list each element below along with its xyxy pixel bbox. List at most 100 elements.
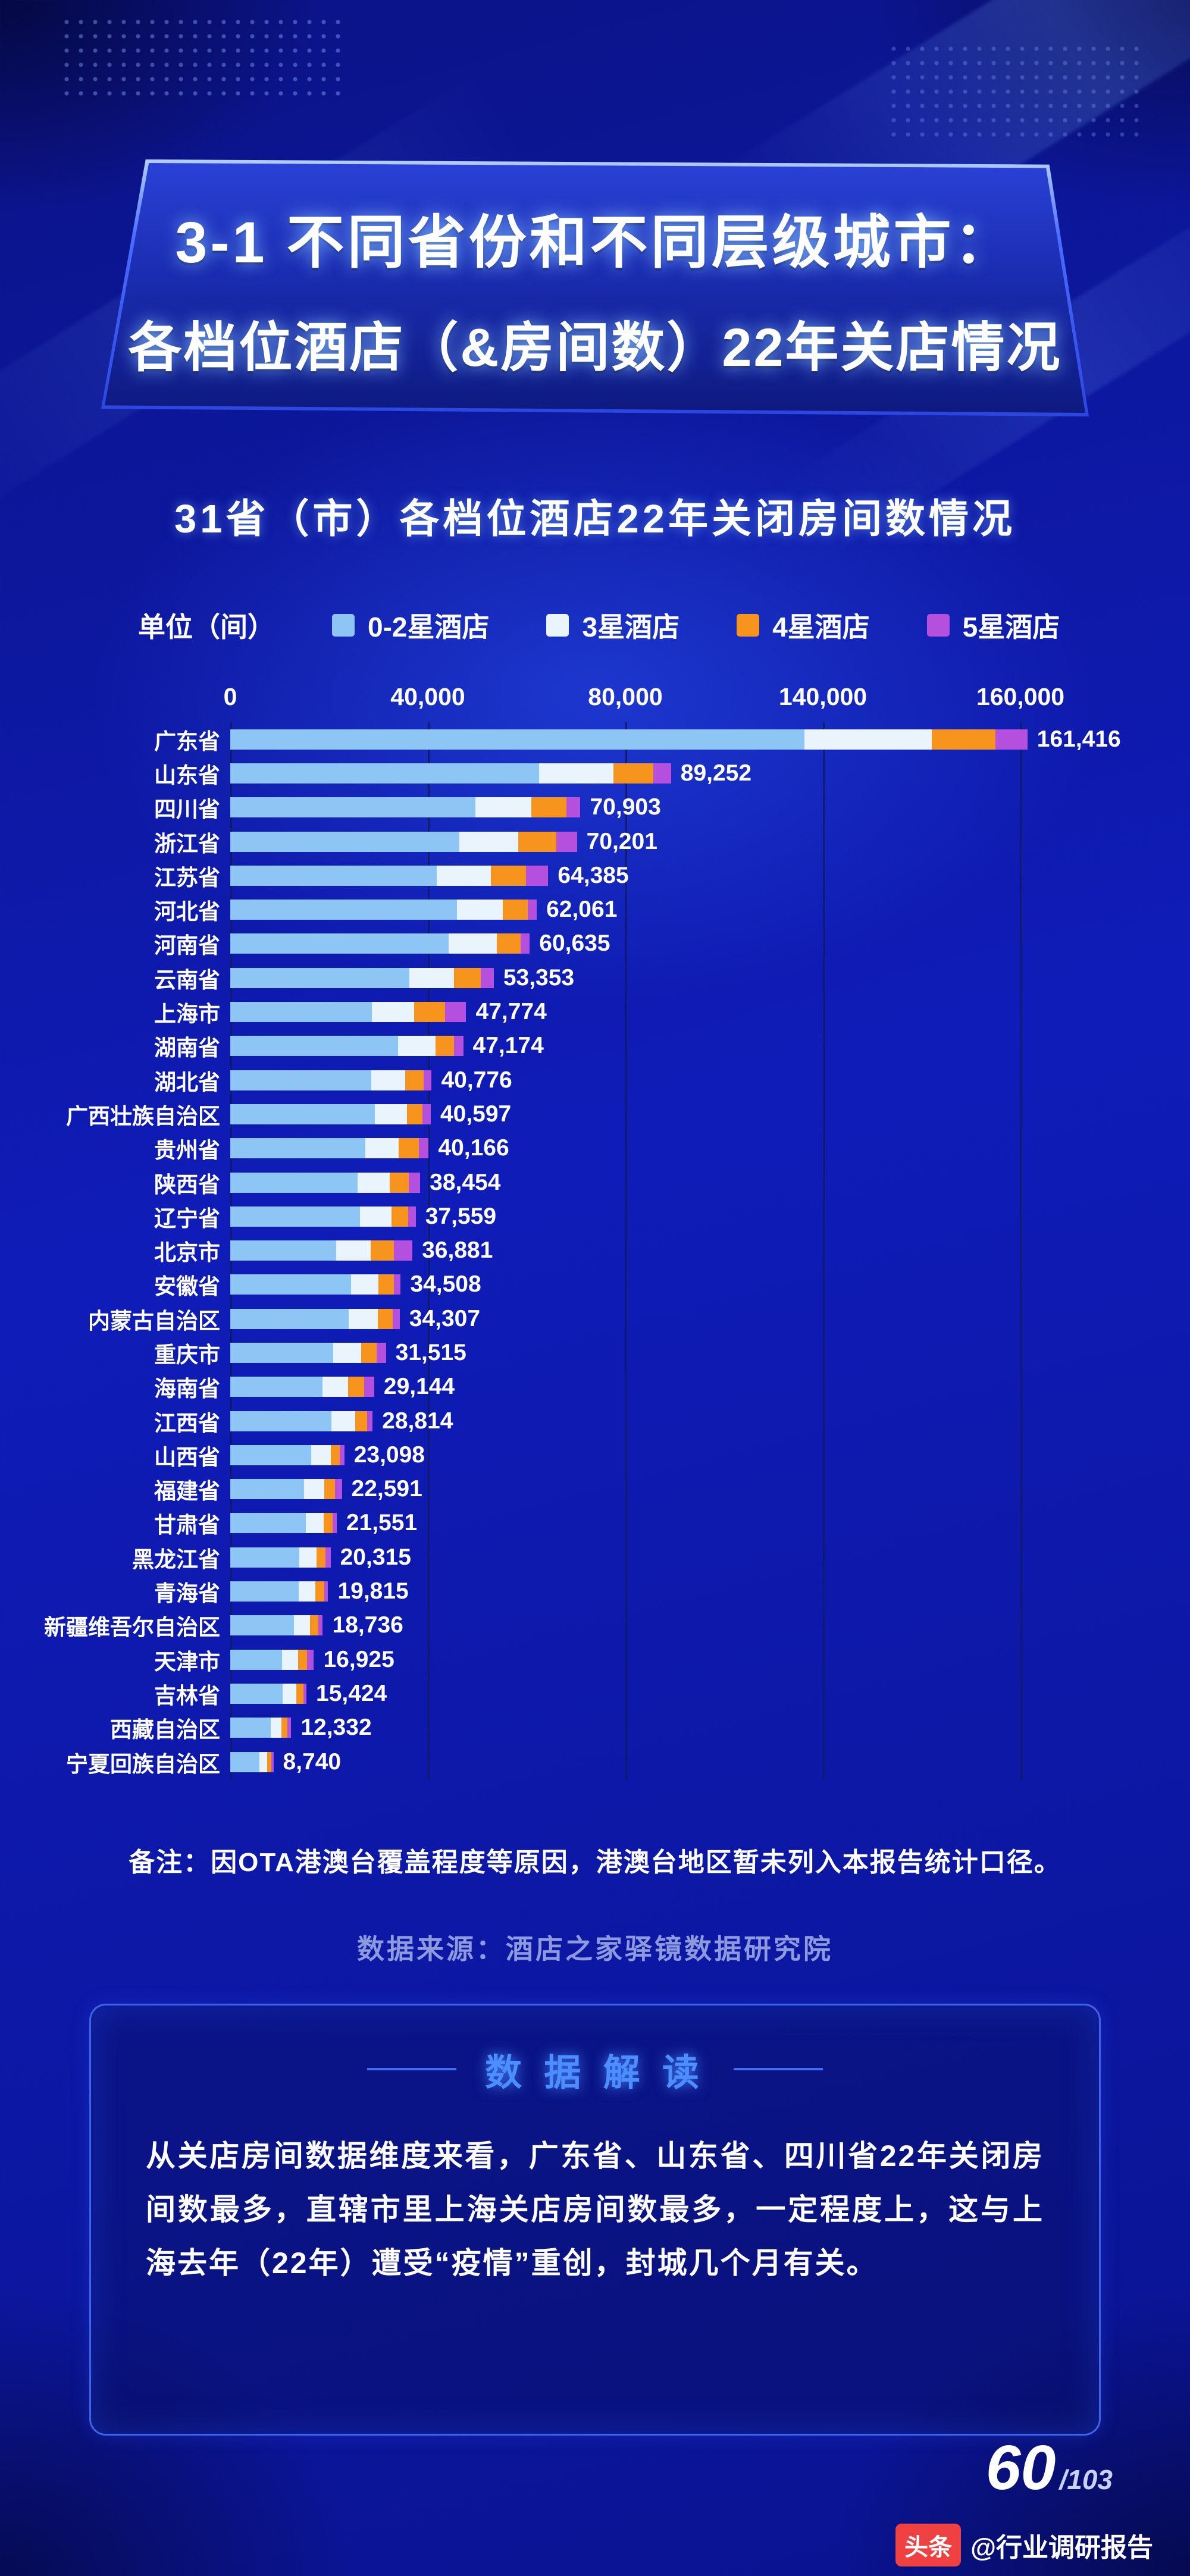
bar-segment-4星酒店 [348, 1377, 364, 1397]
bar-segment-0-2星酒店 [230, 729, 804, 750]
chart-row: 吉林省 15,424 [0, 1676, 1190, 1710]
legend-item-3: 5星酒店 [926, 606, 1060, 645]
province-label: 青海省 [154, 1581, 220, 1606]
province-label: 四川省 [154, 797, 220, 822]
page-title-line2: 各档位酒店（&房间数）22年关店情况 [128, 318, 1062, 378]
bar-segment-4星酒店 [518, 831, 556, 852]
bar-segment-3星酒店 [360, 1206, 392, 1227]
chart-row: 重庆市 31,515 [0, 1336, 1190, 1370]
bar-segment-0-2星酒店 [230, 1649, 283, 1670]
chart-row: 广西壮族自治区 40,597 [0, 1097, 1190, 1131]
bar-segment-3星酒店 [409, 967, 455, 988]
stacked-bar [230, 831, 577, 852]
bar-segment-4星酒店 [496, 933, 521, 954]
value-label: 70,903 [590, 794, 661, 820]
bar-segment-4星酒店 [315, 1581, 324, 1602]
chart-row: 安徽省 34,508 [0, 1268, 1190, 1302]
stacked-bar [230, 1581, 328, 1602]
value-label: 40,166 [438, 1135, 509, 1161]
x-axis: 0 40,000 80,000 140,000 160,000 [224, 683, 1065, 715]
bar-segment-5星酒店 [376, 1342, 386, 1363]
province-label: 湖南省 [154, 1036, 220, 1061]
bar-segment-5星酒店 [556, 831, 577, 852]
watermark: 头条 @行业调研报告 [895, 2524, 1153, 2566]
bar-segment-5星酒店 [364, 1377, 374, 1397]
bar-segment-3星酒店 [371, 1070, 406, 1090]
bar-segment-3星酒店 [305, 1513, 324, 1534]
bar-segment-0-2星酒店 [230, 1377, 322, 1397]
legend-label: 3星酒店 [582, 612, 680, 643]
province-label: 山西省 [154, 1444, 220, 1469]
value-label: 19,815 [337, 1578, 409, 1604]
legend-label: 0-2星酒店 [368, 612, 490, 643]
bar-segment-3星酒店 [336, 1240, 371, 1261]
page-title-line1: 3-1 不同省份和不同层级城市： [175, 209, 1015, 275]
stacked-bar [230, 967, 494, 988]
value-label: 15,424 [316, 1680, 387, 1706]
province-label: 西藏自治区 [110, 1718, 220, 1743]
chart-row: 新疆维吾尔自治区 18,736 [0, 1609, 1190, 1643]
insight-body: 从关店房间数据维度来看，广东省、山东省、四川省22年关闭房间数最多，直辖市里上海… [146, 2139, 1044, 2280]
stacked-bar [230, 933, 530, 954]
data-source: 数据来源：酒店之家驿镜数据研究院 [357, 1933, 833, 1964]
page-number: 60 /103 [986, 2432, 1113, 2504]
chart-row: 江苏省 64,385 [0, 858, 1190, 892]
bar-segment-0-2星酒店 [230, 1274, 352, 1295]
stacked-bar [230, 1649, 314, 1670]
decorative-line-left [367, 2068, 457, 2070]
stacked-bar [230, 1104, 431, 1124]
bar-segment-4星酒店 [309, 1615, 318, 1636]
bar-segment-3星酒店 [371, 1002, 415, 1023]
stacked-bar [230, 1615, 323, 1636]
bar-segment-4星酒店 [613, 763, 654, 784]
chart-row: 广东省 161,416 [0, 722, 1190, 756]
value-label: 62,061 [546, 897, 618, 923]
chart-row: 江西省 28,814 [0, 1404, 1190, 1438]
bar-segment-4星酒店 [298, 1649, 308, 1670]
value-label: 60,635 [539, 930, 610, 957]
value-label: 70,201 [586, 828, 657, 854]
chart-row: 辽宁省 37,559 [0, 1199, 1190, 1233]
bar-segment-5星酒店 [566, 797, 581, 818]
stacked-bar-chart: 广东省 161,416 山东省 89,252 四川省 70,903 浙江省 70,201 江苏省… [0, 722, 1190, 1785]
chart-legend: 单位（间） 0-2星酒店 3星酒店 4星酒店 5星酒店 [138, 606, 1060, 645]
bar-segment-3星酒店 [333, 1342, 361, 1363]
bar-segment-0-2星酒店 [230, 1172, 358, 1193]
stacked-bar [230, 1718, 292, 1738]
legend-item-0: 0-2星酒店 [332, 606, 489, 645]
bar-segment-3星酒店 [259, 1751, 267, 1772]
bar-segment-5星酒店 [324, 1581, 328, 1602]
chart-row: 湖南省 47,174 [0, 1029, 1190, 1063]
bar-segment-3星酒店 [283, 1683, 297, 1704]
stacked-bar [230, 1308, 400, 1329]
insight-panel: 数 据 解 读 从关店房间数据维度来看，广东省、山东省、四川省22年关闭房间数最… [89, 2004, 1101, 2436]
province-label: 浙江省 [154, 831, 220, 856]
bar-segment-0-2星酒店 [230, 1036, 398, 1057]
province-label: 北京市 [154, 1240, 220, 1265]
stacked-bar [230, 865, 549, 886]
bar-segment-3星酒店 [299, 1581, 316, 1602]
province-label: 安徽省 [154, 1274, 220, 1299]
value-label: 38,454 [430, 1169, 501, 1195]
chart-row: 天津市 16,925 [0, 1643, 1190, 1676]
bar-segment-3星酒店 [357, 1172, 390, 1193]
bar-segment-3星酒店 [397, 1036, 436, 1057]
stacked-bar [230, 763, 671, 784]
bar-segment-4星酒店 [378, 1274, 394, 1295]
bar-segment-3星酒店 [331, 1411, 356, 1431]
stacked-bar [230, 1479, 342, 1500]
bar-segment-5星酒店 [271, 1751, 274, 1772]
value-label: 53,353 [503, 964, 575, 991]
chart-row: 上海市 47,774 [0, 995, 1190, 1029]
bar-segment-0-2星酒店 [230, 1138, 365, 1159]
bar-segment-3星酒店 [311, 1444, 331, 1465]
bar-segment-0-2星酒店 [230, 1104, 375, 1124]
bar-segment-5星酒店 [394, 1240, 413, 1261]
chart-row: 陕西省 38,454 [0, 1165, 1190, 1199]
bar-segment-3星酒店 [294, 1615, 310, 1636]
province-label: 山东省 [154, 763, 220, 788]
value-label: 8,740 [283, 1748, 342, 1775]
legend-swatch [332, 614, 355, 637]
value-label: 12,332 [300, 1715, 372, 1741]
stacked-bar [230, 1683, 306, 1704]
